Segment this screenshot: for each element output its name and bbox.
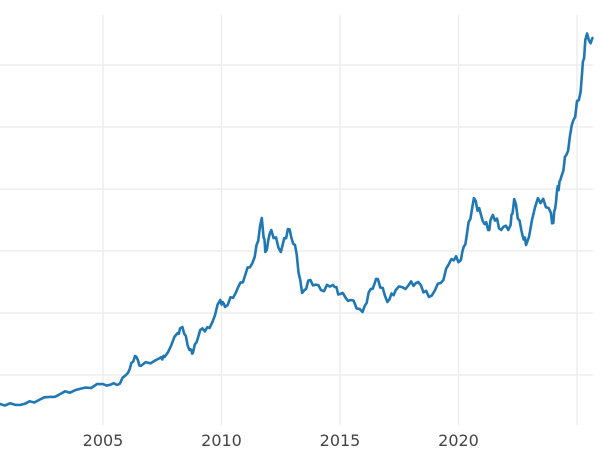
- x-tick-label: 2010: [201, 431, 242, 450]
- x-tick-label: 2005: [83, 431, 124, 450]
- x-axis-ticks: 2005 2010 2015 2020: [83, 431, 479, 450]
- x-tick-label: 2020: [438, 431, 479, 450]
- series-line: [0, 32, 594, 407]
- x-tick-label: 2015: [320, 431, 361, 450]
- gridlines: [0, 15, 593, 425]
- series-layer: [0, 32, 594, 407]
